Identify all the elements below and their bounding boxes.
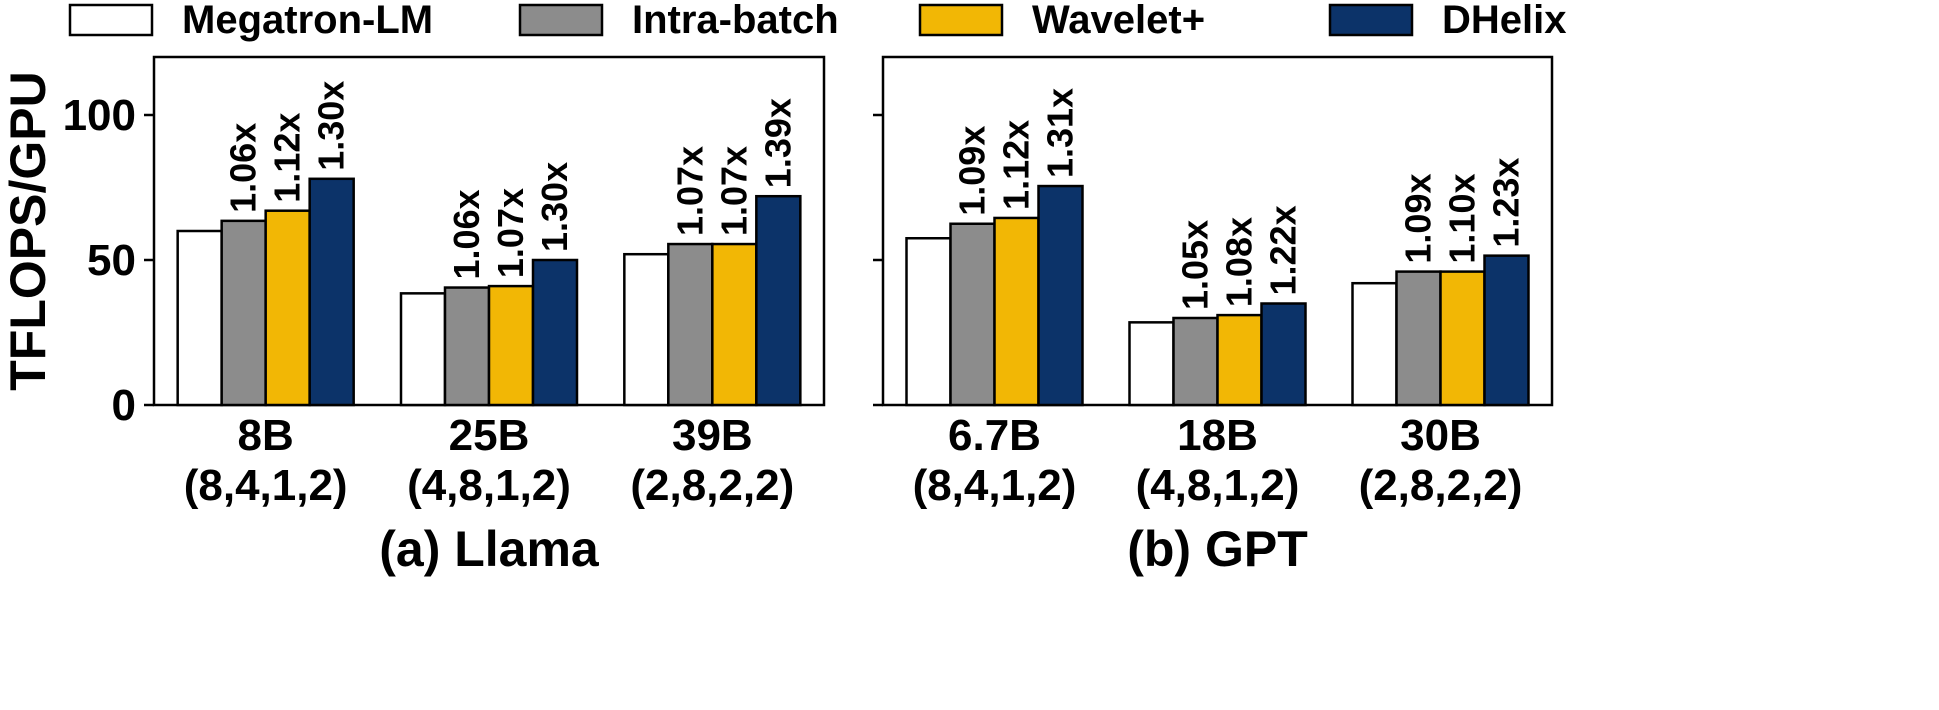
legend-swatch-0 [68,3,154,37]
bar-label-1-0-2: 1.12x [996,120,1037,210]
bar-label-1-1-1: 1.05x [1175,220,1216,310]
bar-0-1-0 [399,292,447,407]
panel-title-0: (a) Llama [379,521,600,577]
bar-label-1-1-3: 1.22x [1263,205,1304,295]
bar-label-1-0-1: 1.09x [952,126,993,216]
legend-swatch-3 [1328,3,1414,37]
bar-0-2-2 [711,242,758,407]
bar-label-0-2-3: 1.39x [757,98,798,188]
bar-label-0-0-1: 1.06x [223,123,264,213]
bar-0-1-2 [487,284,535,407]
bar-0-0-1 [220,219,267,407]
category-label-0-0: 8B [238,411,294,460]
y-tick-label-2: 100 [63,91,136,140]
bar-label-0-2-1: 1.07x [669,146,710,236]
bar-1-1-1 [1172,316,1219,407]
bar-0-0-0 [176,229,223,407]
legend-swatch-1 [518,3,604,37]
bar-label-0-1-1: 1.06x [446,189,487,279]
bar-label-0-1-3: 1.30x [534,162,575,252]
bar-label-1-2-1: 1.09x [1398,174,1439,264]
bar-1-2-2 [1439,270,1486,407]
legend-swatch-2 [918,3,1004,37]
bar-label-0-0-2: 1.12x [267,113,308,203]
legend: Megatron-LM Intra-batch Wavelet+ DHelix [68,0,1567,42]
bar-0-2-1 [667,242,714,407]
category-config-0-1: (4,8,1,2) [407,461,571,510]
bar-label-0-1-2: 1.07x [490,188,531,278]
bar-1-2-3 [1483,254,1530,407]
bar-1-0-1 [949,222,996,407]
bar-1-1-3 [1260,302,1307,407]
legend-label-1: Intra-batch [632,0,839,42]
legend-label-2: Wavelet+ [1032,0,1205,42]
category-config-1-0: (8,4,1,2) [913,461,1077,510]
category-label-1-2: 30B [1400,411,1481,460]
bar-0-2-0 [623,252,670,407]
category-config-0-0: (8,4,1,2) [184,461,348,510]
y-axis-label: TFLOPS/GPU [0,71,56,390]
bar-1-0-2 [993,216,1040,407]
bar-label-1-2-2: 1.10x [1442,174,1483,264]
y-tick-label-1: 50 [87,236,136,285]
category-label-0-2: 39B [672,411,753,460]
panel-title-1: (b) GPT [1127,521,1308,577]
bar-0-1-3 [531,258,579,407]
bar-label-0-2-2: 1.07x [713,146,754,236]
bar-1-1-0 [1128,321,1175,407]
category-config-0-2: (2,8,2,2) [630,461,794,510]
bar-0-1-1 [443,286,491,407]
bar-label-1-0-3: 1.31x [1040,88,1081,178]
bar-0-2-3 [755,194,802,407]
bar-0-0-2 [264,209,311,407]
legend-label-0: Megatron-LM [182,0,433,42]
bar-label-0-0-3: 1.30x [311,81,352,171]
bar-label-1-1-2: 1.08x [1219,217,1260,307]
bar-1-1-2 [1216,313,1263,407]
category-label-0-1: 25B [449,411,530,460]
bar-1-2-1 [1395,270,1442,407]
category-label-1-0: 6.7B [948,411,1041,460]
legend-label-3: DHelix [1442,0,1567,42]
category-config-1-2: (2,8,2,2) [1359,461,1523,510]
bar-label-1-2-3: 1.23x [1486,158,1527,248]
category-label-1-1: 18B [1177,411,1258,460]
bar-0-0-3 [308,177,355,407]
y-tick-label-0: 0 [112,381,136,430]
bar-1-0-3 [1037,184,1084,407]
bar-1-2-0 [1351,281,1398,407]
bar-1-0-0 [905,237,952,407]
category-config-1-1: (4,8,1,2) [1136,461,1300,510]
